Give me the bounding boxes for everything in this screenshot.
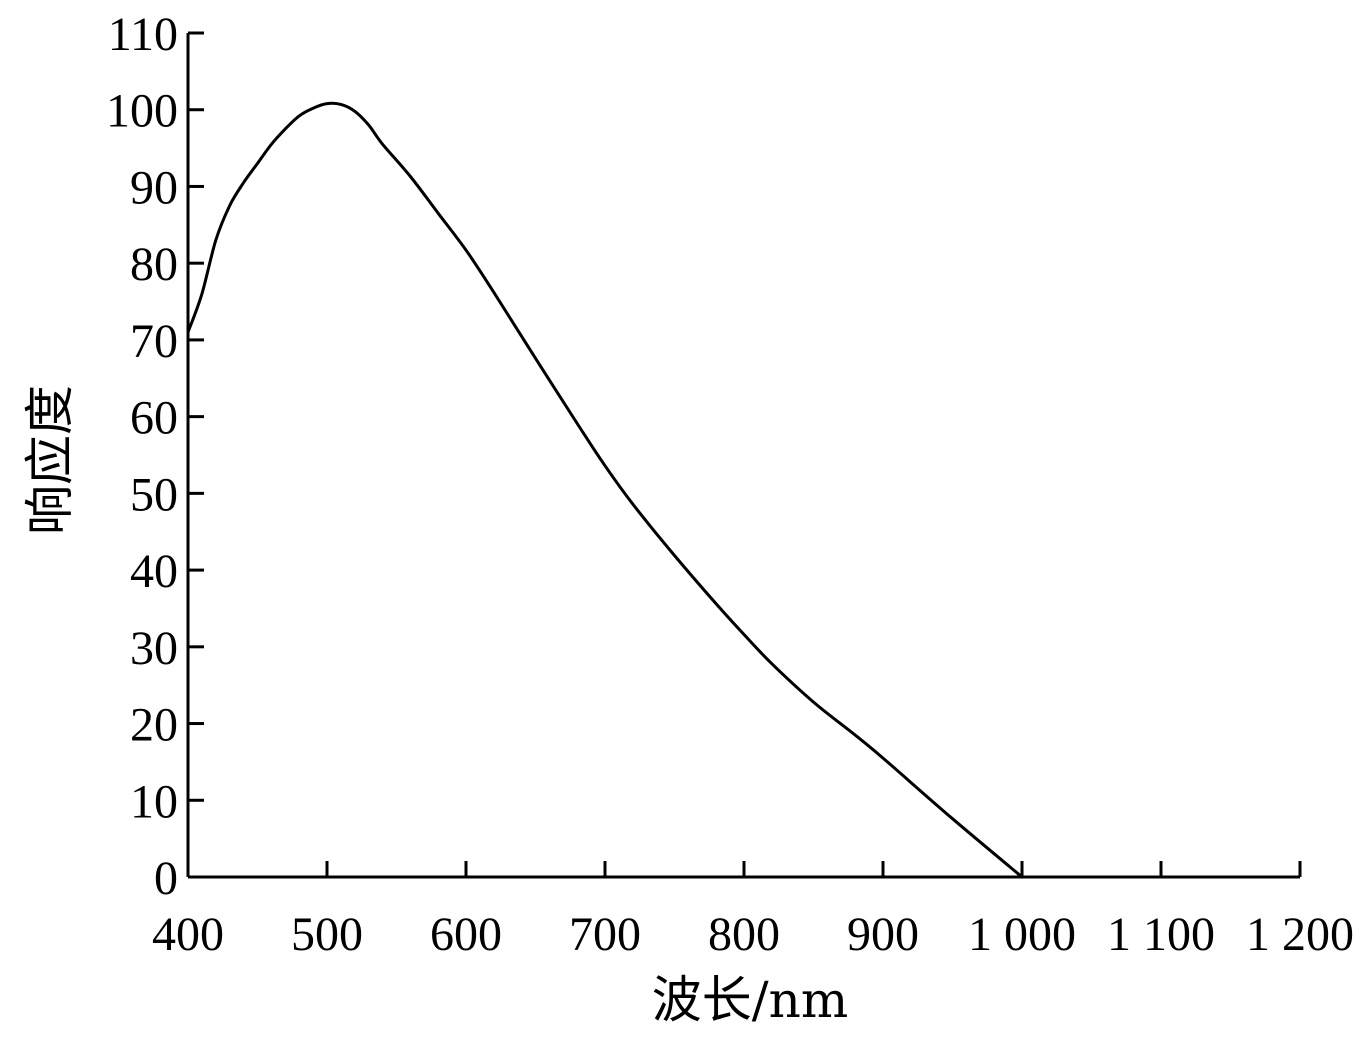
x-tick-label: 600: [430, 908, 502, 961]
y-tick-label: 80: [130, 238, 178, 291]
x-tick-label: 900: [847, 908, 919, 961]
x-tick-label: 800: [708, 908, 780, 961]
series-line: [186, 101, 1024, 879]
x-tick-label: 1 200: [1246, 908, 1354, 961]
y-tick-label: 40: [130, 545, 178, 598]
y-tick-label: 60: [130, 392, 178, 445]
y-tick-label: 110: [108, 8, 178, 61]
x-axis-label: 波长/nm: [652, 971, 848, 1029]
y-tick-label: 100: [106, 85, 178, 138]
y-tick-label: 50: [130, 468, 178, 521]
y-tick-label: 70: [130, 315, 178, 368]
y-ticks: 0 10 20 30 40 50 60 70 80 90 100 110: [106, 8, 204, 905]
x-tick-label: 500: [291, 908, 363, 961]
x-tick-label: 1 100: [1107, 908, 1215, 961]
y-tick-label: 0: [154, 852, 178, 905]
x-ticks: 400 500 600 700 800 900 1 000 1 100 1 200: [152, 861, 1354, 961]
x-tick-label: 400: [152, 908, 224, 961]
y-tick-label: 20: [130, 699, 178, 752]
y-tick-label: 90: [130, 161, 178, 214]
y-tick-label: 30: [130, 622, 178, 675]
y-axis-label: 响应度: [21, 385, 79, 535]
x-tick-label: 1 000: [968, 908, 1076, 961]
x-tick-label: 700: [569, 908, 641, 961]
axes: [186, 33, 1300, 879]
y-tick-label: 10: [130, 775, 178, 828]
series-layer: [186, 101, 1024, 879]
